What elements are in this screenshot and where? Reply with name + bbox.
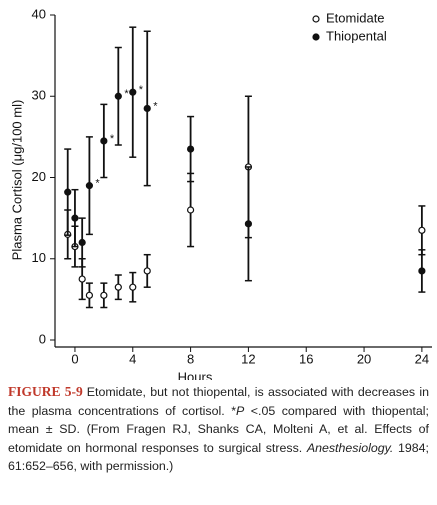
data-point — [78, 238, 86, 247]
y-axis-title: Plasma Cortisol (μg/100 ml) — [9, 100, 24, 261]
caption-text: 1984; 61:652–656, with permission.) — [8, 440, 429, 474]
legend-marker — [312, 15, 320, 23]
figure-label: FIGURE 5-9 — [8, 384, 83, 399]
x-tick-label: 8 — [187, 351, 194, 366]
data-point — [143, 104, 151, 113]
y-tick-label: 0 — [39, 331, 46, 346]
y-tick-label: 20 — [32, 169, 46, 184]
significance-marker: * — [139, 84, 144, 96]
chart: Plasma Cortisol (μg/100 ml) Hours 0 10 20 3… — [9, 6, 432, 380]
data-point — [129, 283, 137, 291]
x-tick-label: 24 — [415, 351, 429, 366]
data-point — [186, 206, 195, 214]
x-tick-label: 0 — [71, 351, 78, 366]
data-point — [244, 220, 253, 228]
significance-marker: * — [95, 178, 100, 190]
significance-marker: * — [110, 133, 115, 145]
data-point — [100, 137, 108, 145]
data-point — [64, 188, 72, 196]
significance-marker: * — [124, 88, 129, 100]
data-point — [78, 275, 86, 283]
data-point — [129, 88, 137, 96]
x-tick-label: 16 — [299, 351, 313, 366]
x-tick-label: 4 — [129, 351, 136, 366]
legend-label: Etomidate — [326, 10, 385, 25]
caption-text: <.05 compared with thiopental; mean ± SD… — [8, 403, 429, 455]
data-point — [186, 145, 195, 153]
y-tick-label: 40 — [32, 6, 46, 21]
x-axis-title: Hours — [178, 369, 213, 380]
legend-marker — [312, 33, 320, 41]
y-tick-label: 30 — [32, 88, 46, 103]
data-point — [418, 226, 426, 234]
caption: FIGURE 5-9 Etomidate, but not thiopental,… — [8, 383, 429, 476]
significance-marker: * — [153, 100, 158, 112]
data-point — [143, 267, 151, 275]
data-point — [418, 267, 426, 275]
data-point — [85, 182, 94, 190]
data-point — [85, 291, 94, 299]
data-point — [114, 92, 122, 100]
data-point — [71, 214, 79, 222]
data-point — [100, 291, 108, 299]
x-tick-label: 12 — [241, 351, 255, 366]
caption-text: P — [236, 403, 245, 418]
y-tick-label: 10 — [32, 250, 46, 265]
data-point — [114, 283, 122, 291]
x-tick-label: 20 — [357, 351, 371, 366]
caption-text: Etomidate, but not thiopental, is associ… — [8, 385, 429, 418]
caption-text: Anesthesiology. — [306, 440, 394, 455]
legend-label: Thiopental — [326, 28, 387, 43]
